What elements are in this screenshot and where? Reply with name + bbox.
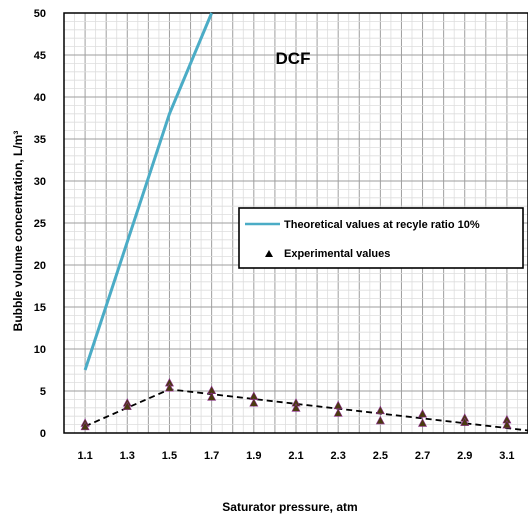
tick-labels: 1.1 1.3 1.5 1.7 1.9 2.1 2.3 2.5 2.7 2.9 3.1 0 5 10 15 2…: [34, 8, 515, 462]
legend-label-theoretical: Theoretical values at recyle ratio 10%: [284, 219, 480, 231]
data-point-experimental: [333, 408, 343, 417]
data-point-experimental: [375, 415, 385, 425]
legend-box: [238, 207, 524, 269]
y-tick-label: 20: [34, 260, 46, 272]
data-point-experimental: [460, 417, 470, 426]
x-tick-label: 1.1: [77, 450, 92, 462]
x-axis-title: Saturator pressure, atm: [222, 500, 357, 514]
data-point-experimental: [375, 405, 385, 415]
x-tick-label: 1.7: [204, 450, 219, 462]
data-point-experimental: [502, 419, 512, 429]
chart-title: DCF: [276, 49, 311, 68]
x-tick-label: 2.7: [415, 450, 430, 462]
data-point-experimental: [291, 403, 301, 412]
data-point-experimental: [122, 401, 132, 410]
data-point-experimental: [418, 409, 428, 418]
y-tick-label: 30: [34, 176, 46, 188]
x-tick-label: 2.5: [373, 450, 388, 462]
data-point-experimental: [207, 392, 217, 401]
y-tick-label: 45: [34, 50, 46, 62]
plot-area: [63, 12, 528, 434]
x-tick-label: 1.3: [120, 450, 135, 462]
y-axis-title: Bubble volume concentration, L/m³: [11, 131, 25, 332]
legend: Theoretical values at recyle ratio 10% E…: [238, 207, 524, 269]
data-point-experimental: [80, 421, 90, 431]
data-point-experimental: [249, 398, 259, 407]
x-tick-label: 2.1: [288, 450, 303, 462]
legend-marker-swatch: [265, 250, 273, 257]
y-tick-label: 5: [40, 386, 46, 398]
data-point-experimental: [418, 418, 428, 427]
y-tick-label: 35: [34, 134, 46, 146]
y-tick-label: 0: [40, 428, 46, 440]
data-point-experimental: [164, 383, 174, 392]
series-layer: [80, 12, 528, 432]
x-tick-label: 2.9: [457, 450, 472, 462]
y-tick-label: 40: [34, 92, 46, 104]
y-tick-label: 25: [34, 218, 46, 230]
y-tick-label: 10: [34, 344, 46, 356]
x-tick-label: 1.5: [162, 450, 177, 462]
y-tick-label: 15: [34, 302, 46, 314]
legend-label-experimental: Experimental values: [284, 248, 390, 260]
y-tick-label: 50: [34, 8, 46, 20]
series-line-theoretical: [83, 12, 214, 371]
data-point-experimental: [333, 400, 343, 410]
x-tick-label: 1.9: [246, 450, 261, 462]
x-tick-label: 3.1: [499, 450, 514, 462]
x-tick-label: 2.3: [331, 450, 346, 462]
